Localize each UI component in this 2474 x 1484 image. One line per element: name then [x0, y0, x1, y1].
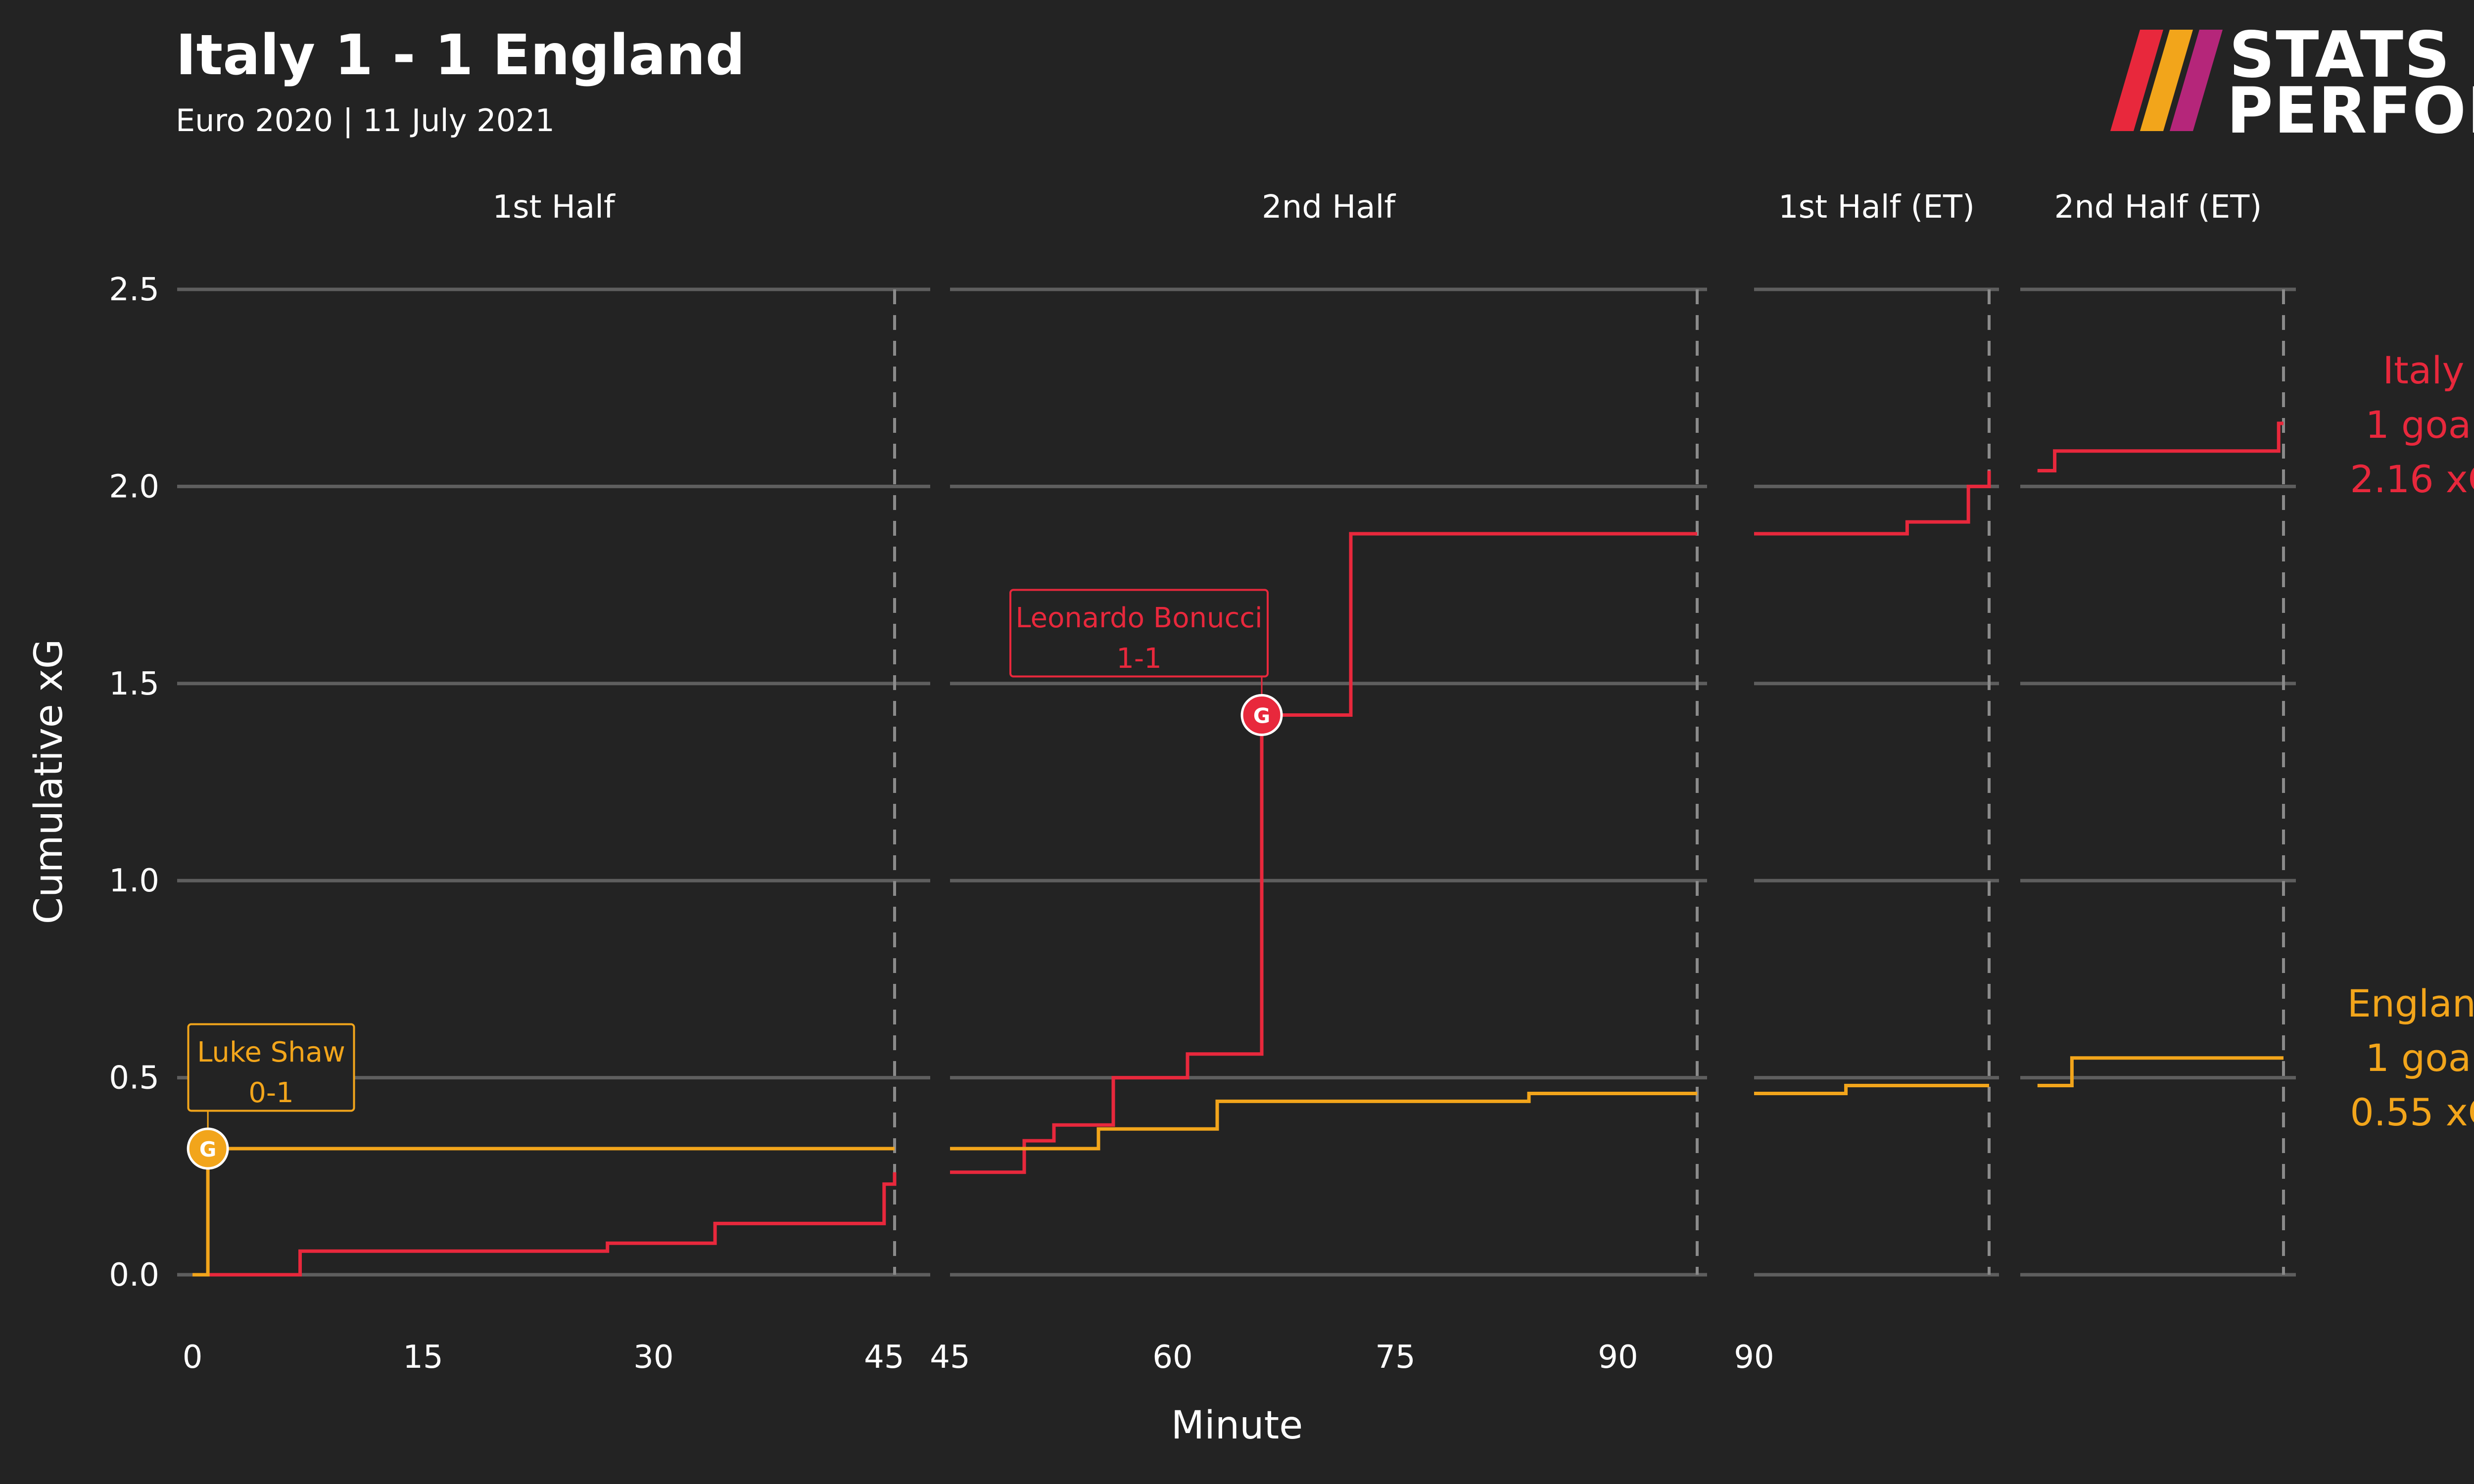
annotation-player: Leonardo Bonucci [1015, 602, 1262, 634]
annotation-box [1009, 589, 1269, 678]
x-tick-label: 75 [1375, 1339, 1415, 1376]
panel-title: 1st Half [492, 189, 616, 226]
series-line-england [1754, 1084, 1989, 1095]
series-line-italy [2037, 421, 2284, 472]
team-name: Italy [2383, 348, 2465, 392]
x-tick-label: 45 [864, 1339, 904, 1376]
x-tick-label: 60 [1152, 1339, 1192, 1376]
team-summary-england: England 1 goal 0.55 xG [2347, 981, 2474, 1134]
x-tick-label: 30 [633, 1339, 673, 1376]
annotation-box [187, 1023, 355, 1112]
y-tick-label: 2.5 [109, 272, 159, 308]
goal-marker-label: G [1253, 704, 1270, 728]
team-summary-italy: Italy 1 goal 2.16 xG [2350, 348, 2474, 501]
x-tick-label: 90 [1734, 1339, 1774, 1376]
team-goals: 1 goal [2366, 403, 2474, 447]
goal-annotation: Luke Shaw 0-1 G [187, 1023, 355, 1170]
y-tick-label: 0.5 [109, 1060, 159, 1097]
x-tick-label: 15 [403, 1339, 443, 1376]
y-tick-label: 0.0 [109, 1257, 159, 1294]
series-line-england [2037, 1056, 2284, 1087]
x-tick-label: 0 [183, 1339, 203, 1376]
series-england [192, 1056, 2284, 1277]
series-line-italy [1754, 470, 1991, 536]
series-line-italy [192, 1172, 897, 1277]
team-xg: 0.55 xG [2350, 1090, 2474, 1134]
panel-title: 2nd Half [1262, 189, 1396, 226]
brand-line1: STATS [2229, 18, 2451, 92]
goal-annotation: Leonardo Bonucci 1-1 G [1009, 589, 1283, 737]
chart-title: Italy 1 - 1 England [176, 23, 745, 88]
panel-2: 2nd Half 45 60 75 90 [930, 189, 1707, 1376]
team-name: England [2347, 981, 2474, 1025]
x-tick-label: 90 [1598, 1339, 1638, 1376]
team-labels: Italy 1 goal 2.16 xG England 1 goal 0.55 xG [2347, 348, 2474, 1134]
team-goals: 1 goal [2366, 1036, 2474, 1080]
series-line-england [950, 1092, 1697, 1151]
x-tick-label: 45 [930, 1339, 970, 1376]
series-italy [192, 421, 2284, 1277]
annotation-player: Luke Shaw [197, 1036, 345, 1068]
panel-4: 2nd Half (ET) [2020, 189, 2296, 1277]
goal-marker-icon [1240, 694, 1283, 737]
goal-marker-icon [187, 1127, 229, 1170]
series-line-italy [950, 532, 1697, 1174]
y-axis-label: Cumulative xG [27, 639, 71, 925]
annotation-score: 0-1 [248, 1077, 293, 1109]
chart-subtitle: Euro 2020 | 11 July 2021 [176, 102, 555, 139]
stats-perform-logo: STATS PERFORM [2110, 18, 2474, 148]
y-tick-label: 1.0 [109, 863, 159, 899]
panel-1: 1st Half 0 15 30 45 [177, 189, 930, 1376]
panel-title: 2nd Half (ET) [2054, 189, 2262, 226]
logo-stripes-icon [2110, 30, 2223, 131]
annotation-score: 1-1 [1116, 643, 1161, 675]
y-tick-label: 1.5 [109, 666, 159, 702]
series-line-england [192, 1147, 895, 1277]
y-ticks: 0.0 0.5 1.0 1.5 2.0 2.5 [109, 272, 159, 1294]
y-tick-label: 2.0 [109, 468, 159, 505]
panel-title: 1st Half (ET) [1778, 189, 1975, 226]
team-xg: 2.16 xG [2350, 457, 2474, 501]
panel-3: 1st Half (ET) 90 [1734, 189, 1999, 1376]
x-axis-label: Minute [1171, 1403, 1303, 1448]
brand-line2: PERFORM [2227, 74, 2474, 148]
goal-marker-label: G [199, 1137, 216, 1161]
